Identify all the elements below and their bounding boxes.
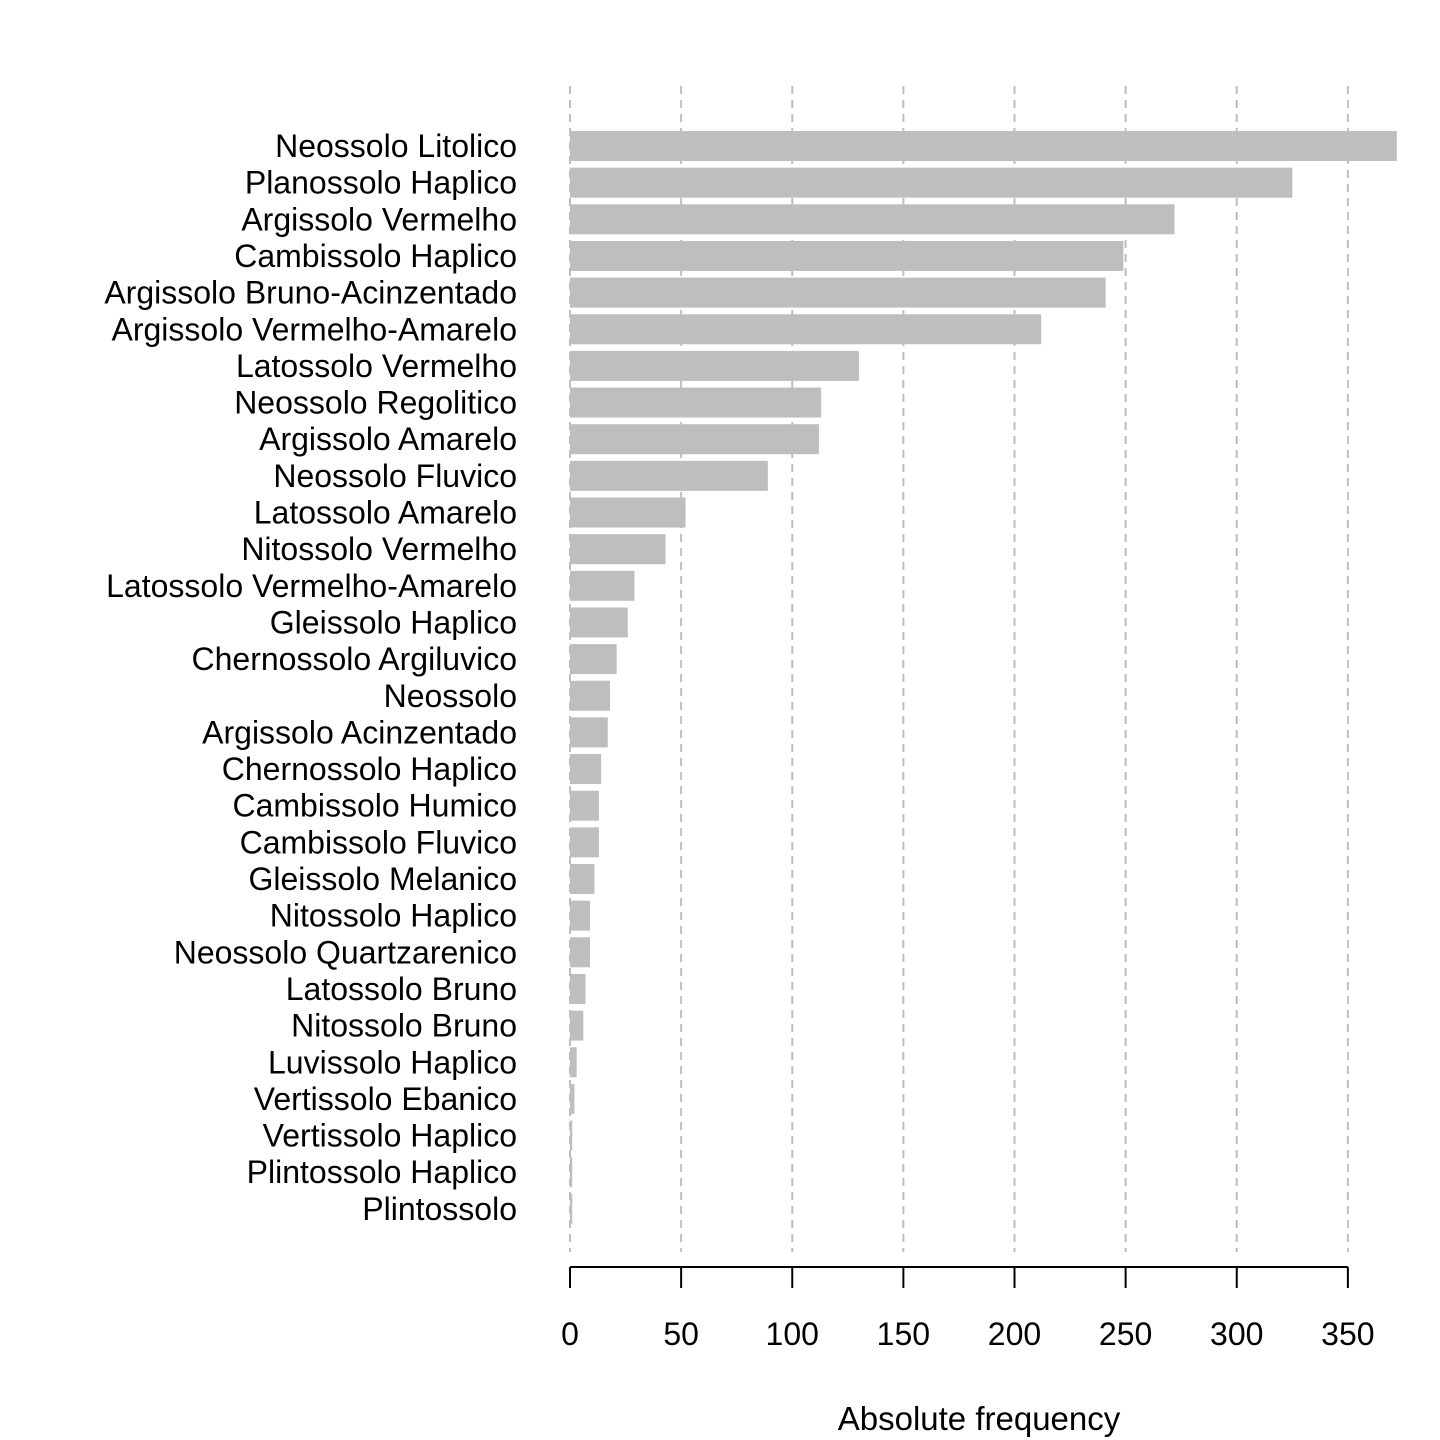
category-label: Vertissolo Ebanico [254, 1081, 517, 1117]
category-label: Latossolo Vermelho [236, 348, 517, 384]
bar [570, 644, 617, 675]
bar [570, 204, 1175, 235]
bar [570, 424, 819, 455]
bar [570, 277, 1106, 308]
bar [570, 717, 608, 748]
bar [570, 900, 591, 931]
bar [570, 1010, 584, 1041]
category-label: Neossolo Quartzarenico [174, 934, 517, 970]
tick-label: 150 [877, 1316, 930, 1352]
bar [570, 607, 628, 638]
category-label: Gleissolo Haplico [270, 604, 517, 640]
category-label: Gleissolo Melanico [248, 861, 517, 897]
category-label: Argissolo Acinzentado [202, 714, 517, 750]
category-label: Planossolo Haplico [245, 165, 517, 201]
bar [570, 350, 859, 381]
bar [570, 387, 822, 418]
bar [570, 937, 591, 968]
category-label: Luvissolo Haplico [268, 1044, 517, 1080]
tick-label: 200 [988, 1316, 1041, 1352]
bar [570, 864, 595, 894]
tick-label: 300 [1210, 1316, 1263, 1352]
category-label: Chernossolo Argiluvico [192, 641, 518, 677]
bar [570, 1083, 575, 1114]
tick-label: 250 [1099, 1316, 1152, 1352]
bar [570, 1120, 573, 1151]
category-label: Neossolo Litolico [275, 128, 517, 164]
tick-label: 100 [766, 1316, 819, 1352]
category-label: Plintossolo [362, 1191, 517, 1227]
category-label: Latossolo Amarelo [254, 495, 517, 531]
tick-label: 350 [1321, 1316, 1374, 1352]
category-label: Vertissolo Haplico [263, 1118, 517, 1154]
category-label: Argissolo Amarelo [259, 421, 517, 457]
category-label: Neossolo Regolitico [234, 385, 517, 421]
category-label: Neossolo [384, 678, 517, 714]
category-label: Argissolo Vermelho-Amarelo [112, 311, 518, 347]
bar [570, 167, 1293, 198]
category-label: Nitossolo Haplico [270, 898, 517, 934]
x-axis-title: Absolute frequency [838, 1400, 1121, 1437]
bar [570, 1193, 573, 1224]
category-label: Cambissolo Humico [232, 788, 517, 824]
category-label: Argissolo Vermelho [241, 201, 517, 237]
category-label: Cambissolo Fluvico [240, 824, 517, 860]
category-label: Plintossolo Haplico [247, 1154, 517, 1190]
bar [570, 790, 599, 821]
bars [570, 131, 1397, 1224]
category-label: Neossolo Fluvico [273, 458, 517, 494]
category-label: Nitossolo Vermelho [241, 531, 517, 567]
bar [570, 1047, 577, 1078]
bar [570, 827, 599, 858]
bar [570, 460, 768, 491]
bar [570, 754, 602, 785]
category-label: Nitossolo Bruno [291, 1008, 517, 1044]
category-label: Cambissolo Haplico [234, 238, 517, 274]
category-label: Latossolo Vermelho-Amarelo [106, 568, 517, 604]
category-label: Latossolo Bruno [286, 971, 517, 1007]
bar [570, 570, 635, 601]
category-label: Chernossolo Haplico [222, 751, 517, 787]
bar [570, 240, 1124, 271]
tick-label: 0 [561, 1316, 579, 1352]
bar [570, 973, 586, 1004]
tick-label: 50 [663, 1316, 699, 1352]
x-axis-ticks: 0 50 100 150 200 250 300 350 [561, 1267, 1375, 1352]
bar [570, 131, 1397, 161]
bar [570, 680, 611, 711]
bar [570, 497, 686, 528]
bar [570, 314, 1042, 345]
bar [570, 534, 666, 565]
bar [570, 1157, 573, 1188]
category-label: Argissolo Bruno-Acinzentado [104, 275, 517, 311]
